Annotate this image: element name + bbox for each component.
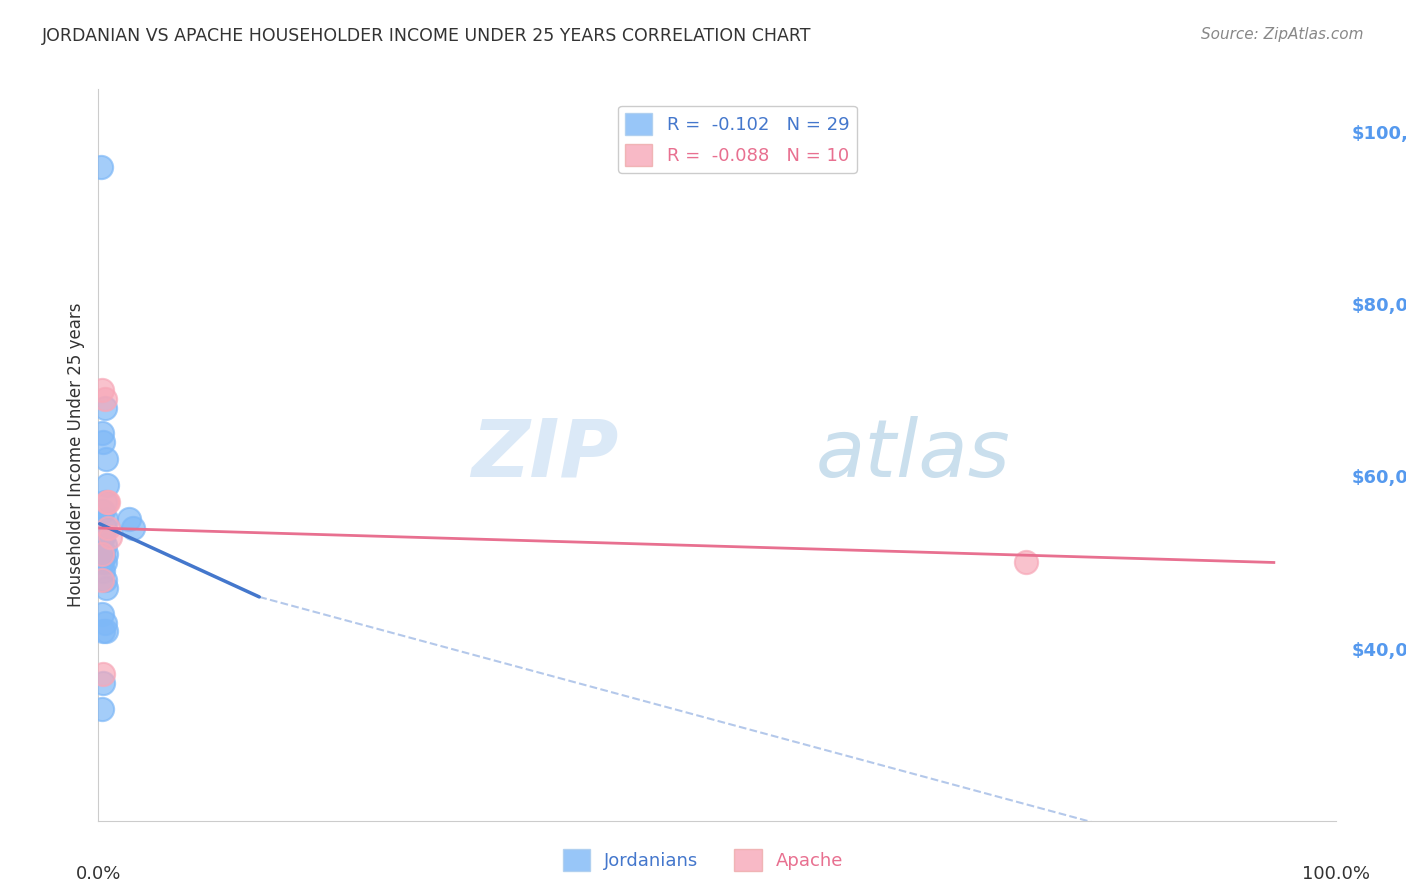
Point [91,426,114,441]
Text: JORDANIAN VS APACHE HOUSEHOLDER INCOME UNDER 25 YEARS CORRELATION CHART: JORDANIAN VS APACHE HOUSEHOLDER INCOME U… [42,27,811,45]
Point [90,160,112,174]
Point [94,624,117,639]
Point [94,452,117,467]
Point [96,495,118,509]
Text: 0.0%: 0.0% [76,864,121,882]
Legend: R =  -0.102   N = 29, R =  -0.088   N = 10: R = -0.102 N = 29, R = -0.088 N = 10 [617,105,856,173]
Point [97,521,120,535]
Y-axis label: Householder Income Under 25 years: Householder Income Under 25 years [66,302,84,607]
Point [91,504,114,518]
Point [93,504,115,518]
Text: 100.0%: 100.0% [1302,864,1369,882]
Point [91,547,114,561]
Point [91,384,114,398]
Point [93,435,115,450]
Point [93,401,115,415]
Point [91,530,114,544]
Point [94,582,117,596]
Point [93,573,115,587]
Point [93,624,115,639]
Point [93,538,115,552]
Point [93,495,115,509]
Point [93,530,115,544]
Point [91,556,114,570]
Point [93,667,115,681]
Text: atlas: atlas [815,416,1011,494]
Point [91,573,114,587]
Point [93,521,115,535]
Point [93,615,115,630]
Point [93,547,115,561]
Point [93,676,115,690]
Point [91,607,114,621]
Point [122,521,145,535]
Text: ZIP: ZIP [471,416,619,494]
Point [97,495,120,509]
Point [98,530,121,544]
Point [91,702,114,716]
Point [93,392,115,406]
Legend: Jordanians, Apache: Jordanians, Apache [555,842,851,879]
Text: Source: ZipAtlas.com: Source: ZipAtlas.com [1201,27,1364,42]
Point [1015,556,1038,570]
Point [93,564,115,578]
Point [118,512,141,526]
Point [94,547,117,561]
Point [94,512,117,526]
Point [96,478,118,492]
Point [93,556,115,570]
